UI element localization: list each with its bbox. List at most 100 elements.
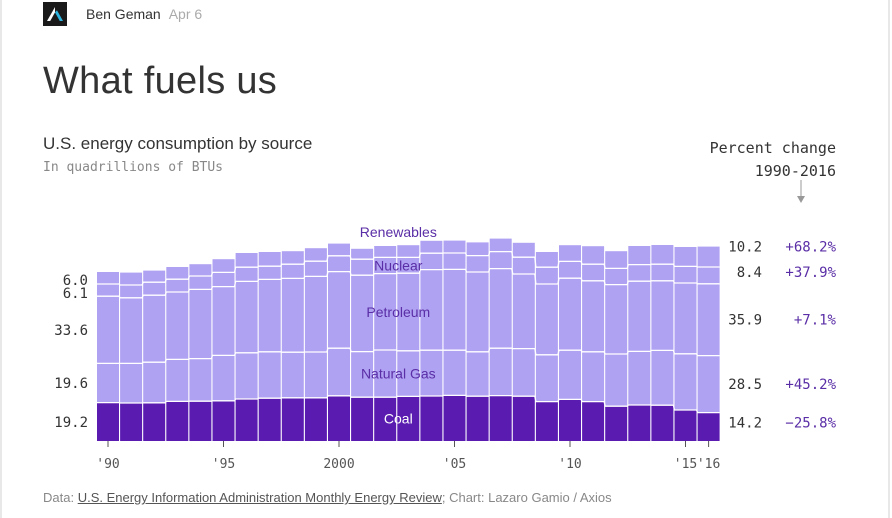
pct-pointer-arrow-icon xyxy=(797,196,805,203)
bar-coal-2011 xyxy=(582,401,605,441)
bar-petroleum-2014 xyxy=(651,280,674,351)
bar-nuclear-2011 xyxy=(582,264,605,281)
bar-petroleum-2000 xyxy=(328,271,350,349)
divider-above-petroleum xyxy=(97,267,720,299)
bar-coal-2014 xyxy=(651,405,674,441)
end-value-nuclear: 8.4 xyxy=(737,265,762,281)
bar-nuclear-2004 xyxy=(420,253,443,270)
bar-renewables-1996 xyxy=(235,253,258,268)
bar-nuclear-2000 xyxy=(328,255,350,272)
divider-above-natural-gas xyxy=(97,347,720,365)
bar-natural-gas-1995 xyxy=(212,355,235,401)
percent-change-header: Percent change 1990-2016 xyxy=(710,137,836,183)
bar-renewables-2007 xyxy=(489,238,512,252)
bar-nuclear-1996 xyxy=(235,267,258,282)
source-suffix: ; Chart: Lazaro Gamio / Axios xyxy=(441,490,612,505)
bar-nuclear-1993 xyxy=(166,279,189,292)
bar-coal-1993 xyxy=(166,401,189,441)
pct-change-coal: −25.8% xyxy=(785,416,836,432)
bar-coal-1994 xyxy=(189,401,212,441)
start-value-renewables: 6.0 xyxy=(63,273,88,289)
bar-coal-2001 xyxy=(351,397,374,441)
bar-petroleum-2004 xyxy=(420,269,443,351)
frame-left xyxy=(0,0,2,518)
bar-nuclear-1999 xyxy=(304,261,327,277)
bar-coal-2003 xyxy=(397,396,420,441)
bar-renewables-2011 xyxy=(582,246,605,265)
series-label-coal: Coal xyxy=(384,411,413,427)
bar-coal-2000 xyxy=(328,395,350,441)
pct-change-renewables: +68.2% xyxy=(785,240,836,256)
bar-coal-1995 xyxy=(212,400,235,441)
bar-natural-gas-2016 xyxy=(697,355,720,413)
axios-logo-icon[interactable] xyxy=(43,2,67,26)
bar-nuclear-2014 xyxy=(651,264,674,281)
bar-nuclear-2013 xyxy=(628,264,651,282)
bar-nuclear-1990 xyxy=(97,284,119,297)
x-tick-label-2000: 2000 xyxy=(323,457,354,472)
bar-petroleum-1991 xyxy=(120,297,143,364)
bar-petroleum-2012 xyxy=(605,284,628,354)
bar-coal-2005 xyxy=(443,395,466,441)
bar-petroleum-2008 xyxy=(512,274,535,349)
bar-natural-gas-1991 xyxy=(120,363,143,403)
bar-nuclear-1997 xyxy=(258,266,281,280)
end-value-renewables: 10.2 xyxy=(728,240,762,256)
bar-renewables-2009 xyxy=(535,252,558,268)
bar-nuclear-1995 xyxy=(212,272,235,287)
bar-coal-2008 xyxy=(512,396,535,441)
bar-renewables-2006 xyxy=(466,242,489,256)
bar-petroleum-2016 xyxy=(697,283,720,356)
x-tick-label-2010: '10 xyxy=(558,457,581,472)
bar-natural-gas-2010 xyxy=(559,350,581,400)
bar-nuclear-2012 xyxy=(605,268,628,285)
bar-natural-gas-1990 xyxy=(97,363,119,403)
bar-petroleum-1992 xyxy=(143,295,166,363)
chart-title: U.S. energy consumption by source xyxy=(43,134,313,153)
bar-petroleum-1994 xyxy=(189,289,212,359)
bar-petroleum-2009 xyxy=(535,284,558,355)
bar-natural-gas-2011 xyxy=(582,351,605,402)
bar-nuclear-2009 xyxy=(535,267,558,284)
bar-petroleum-2010 xyxy=(559,278,581,351)
bar-nuclear-1994 xyxy=(189,276,212,290)
pct-change-nuclear: +37.9% xyxy=(785,265,836,281)
bar-natural-gas-2014 xyxy=(651,350,674,406)
bar-coal-2015 xyxy=(674,410,697,441)
author-name[interactable]: Ben Geman xyxy=(86,6,161,22)
bar-petroleum-1999 xyxy=(304,276,327,352)
chart-subtitle: In quadrillions of BTUs xyxy=(43,160,224,175)
bar-natural-gas-2002 xyxy=(374,350,397,398)
bar-natural-gas-1997 xyxy=(258,351,281,399)
bar-renewables-2010 xyxy=(559,245,581,262)
x-tick-label-2005: '05 xyxy=(443,457,466,472)
bar-coal-2013 xyxy=(628,405,651,441)
bar-coal-1997 xyxy=(258,398,281,441)
pct-change-natural-gas: +45.2% xyxy=(785,377,836,393)
bar-nuclear-1991 xyxy=(120,285,143,298)
bar-natural-gas-2001 xyxy=(351,351,374,398)
bar-coal-1990 xyxy=(97,402,119,441)
bar-natural-gas-2000 xyxy=(328,348,350,396)
x-axis: '90 '95 2000 '05 '10 '15'16 xyxy=(96,441,720,472)
source-prefix: Data: xyxy=(43,490,78,505)
bar-coal-2007 xyxy=(489,395,512,441)
bar-renewables-2014 xyxy=(651,245,674,265)
bar-nuclear-2005 xyxy=(443,253,466,270)
start-value-coal: 19.2 xyxy=(54,415,88,431)
bar-nuclear-2001 xyxy=(351,259,374,276)
bar-natural-gas-2015 xyxy=(674,353,697,410)
bar-nuclear-2003 xyxy=(397,257,420,274)
bar-renewables-2002 xyxy=(374,246,397,258)
start-value-petroleum: 33.6 xyxy=(54,323,88,339)
start-value-natural-gas: 19.6 xyxy=(54,376,88,392)
bar-renewables-2003 xyxy=(397,245,420,258)
bar-natural-gas-2013 xyxy=(628,351,651,405)
source-link[interactable]: U.S. Energy Information Administration M… xyxy=(77,490,442,505)
bar-nuclear-2006 xyxy=(466,255,489,272)
bar-petroleum-2003 xyxy=(397,273,420,351)
bar-coal-1992 xyxy=(143,402,166,441)
pct-change-petroleum: +7.1% xyxy=(794,313,837,329)
bar-petroleum-1995 xyxy=(212,286,235,356)
divider-above-coal xyxy=(97,394,720,414)
